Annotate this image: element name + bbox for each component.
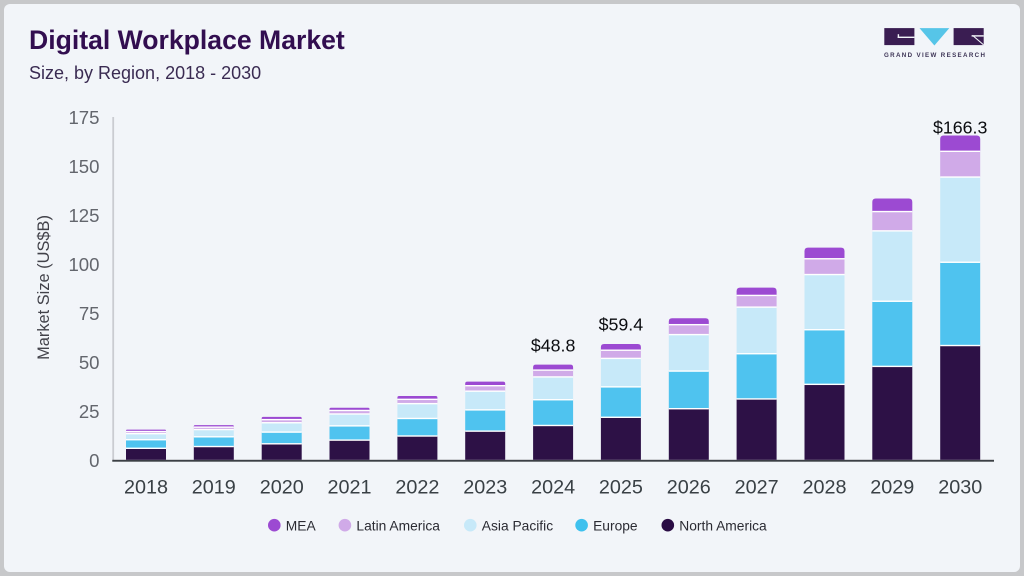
- svg-text:50: 50: [79, 352, 100, 373]
- svg-text:100: 100: [68, 254, 99, 275]
- svg-text:2029: 2029: [870, 477, 914, 499]
- svg-text:150: 150: [68, 156, 99, 177]
- svg-text:2023: 2023: [463, 477, 507, 499]
- svg-text:Asia Pacific: Asia Pacific: [482, 518, 553, 533]
- svg-text:MEA: MEA: [286, 518, 317, 533]
- svg-text:$48.8: $48.8: [531, 335, 576, 355]
- svg-text:175: 175: [68, 107, 99, 128]
- svg-text:2021: 2021: [327, 477, 371, 499]
- svg-text:$166.3: $166.3: [933, 117, 987, 137]
- svg-text:Market Size (US$B): Market Size (US$B): [35, 215, 53, 360]
- svg-text:$59.4: $59.4: [599, 315, 644, 335]
- svg-text:2018: 2018: [124, 477, 168, 499]
- svg-text:2026: 2026: [667, 477, 711, 499]
- svg-text:2019: 2019: [192, 477, 236, 499]
- svg-text:2028: 2028: [802, 477, 846, 499]
- svg-text:2020: 2020: [260, 477, 304, 499]
- svg-text:0: 0: [89, 450, 99, 471]
- svg-text:Europe: Europe: [593, 518, 638, 533]
- svg-text:Latin America: Latin America: [356, 518, 440, 533]
- svg-text:2024: 2024: [531, 477, 575, 499]
- svg-text:2027: 2027: [735, 477, 779, 499]
- svg-text:25: 25: [79, 401, 100, 422]
- svg-text:75: 75: [79, 303, 100, 324]
- svg-text:2022: 2022: [395, 477, 439, 499]
- svg-text:North America: North America: [679, 518, 767, 533]
- svg-text:GRAND VIEW RESEARCH: GRAND VIEW RESEARCH: [884, 52, 986, 59]
- svg-text:2025: 2025: [599, 477, 643, 499]
- svg-text:2030: 2030: [938, 477, 982, 499]
- svg-text:125: 125: [68, 205, 99, 226]
